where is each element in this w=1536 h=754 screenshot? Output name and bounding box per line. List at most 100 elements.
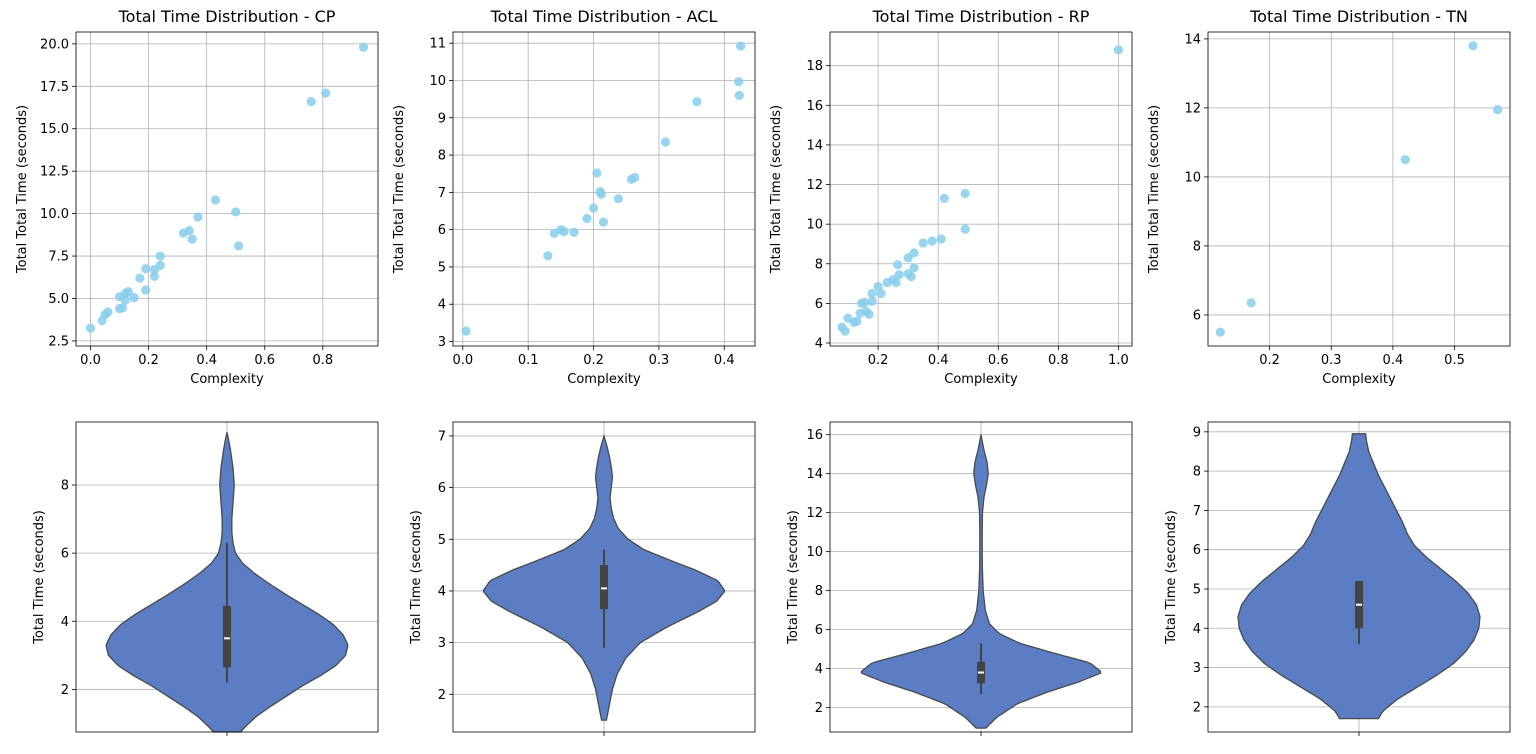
y-tick-label: 6 [61, 547, 69, 562]
scatter-point [85, 323, 96, 333]
violin-iqr-box [223, 605, 231, 668]
y-tick-label: 9 [1193, 425, 1201, 440]
y-tick-label: 20.0 [40, 37, 69, 52]
scatter-point [864, 309, 874, 319]
y-axis-label: Total Time (seconds) [409, 510, 424, 645]
scatter-point [936, 234, 946, 244]
y-tick-label: 6 [1193, 543, 1201, 558]
y-tick-label: 14 [806, 138, 823, 153]
scatter-point [582, 213, 592, 224]
scatter-point [193, 212, 203, 222]
y-tick-label: 5.0 [48, 292, 69, 307]
y-axis-label: Total Time (seconds) [32, 510, 47, 645]
scatter-point [613, 194, 623, 204]
y-tick-label: 4 [438, 298, 446, 313]
scatter-point [660, 137, 671, 147]
scatter-point [960, 188, 970, 199]
y-tick-label: 5 [438, 260, 446, 275]
chart-title: Total Time Distribution - RP [872, 7, 1090, 26]
scatter-point [734, 90, 744, 100]
scatter-point [692, 97, 702, 107]
y-tick-label: 17.5 [40, 80, 69, 95]
x-tick-label: 0.4 [714, 353, 735, 368]
y-tick-label: 2.5 [48, 334, 69, 349]
x-tick-label: 0.2 [583, 353, 604, 368]
y-tick-label: 8 [1193, 239, 1201, 254]
y-tick-label: 2 [815, 701, 823, 716]
y-tick-label: 18 [806, 59, 823, 74]
y-axis-label: Total Time (seconds) [1164, 510, 1179, 645]
scatter-point [129, 293, 139, 303]
y-axis-label: Total Total Time (seconds) [769, 105, 784, 274]
scatter-point [149, 271, 160, 282]
subplot-3: 4 6 8 10 12 14 16 18 0.2 0.4 0.6 0.8 1.0 Complexity To… [769, 7, 1133, 387]
chart-title: Total Time Distribution - TN [1249, 7, 1468, 26]
scatter-point [960, 224, 970, 234]
scatter-point [909, 248, 919, 258]
x-tick-label: 0.0 [80, 353, 101, 368]
scatter-point [1493, 105, 1503, 115]
y-tick-label: 4 [815, 337, 823, 352]
scatter-point [234, 241, 244, 251]
chart-title: Total Time Distribution - CP [118, 7, 336, 26]
scatter-point [906, 272, 916, 282]
y-axis-label: Total Total Time (seconds) [392, 105, 407, 274]
y-tick-label: 10 [806, 545, 823, 560]
scatter-point [1246, 298, 1256, 308]
scatter-point [588, 203, 599, 213]
violin-body [1237, 433, 1481, 720]
y-tick-label: 12 [806, 178, 823, 193]
y-tick-label: 8 [61, 479, 69, 494]
scatter-point [569, 227, 579, 237]
y-tick-label: 10 [806, 218, 823, 233]
scatter-point [893, 260, 903, 270]
subplot-6: 2 3 4 5 6 7 Total Time (seconds) [409, 421, 756, 736]
y-tick-label: 12.5 [40, 165, 69, 180]
x-tick-label: 0.6 [254, 353, 275, 368]
y-tick-label: 6 [438, 481, 446, 496]
y-tick-label: 8 [438, 149, 446, 164]
scatter-point [231, 207, 241, 217]
scatter-point [543, 251, 553, 261]
x-tick-label: 0.1 [518, 353, 539, 368]
y-axis-label: Total Total Time (seconds) [1147, 105, 1162, 274]
y-tick-label: 3 [438, 335, 446, 350]
x-tick-label: 0.5 [1444, 353, 1465, 368]
x-tick-label: 0.0 [452, 353, 473, 368]
scatter-point [598, 217, 608, 227]
scatter-point [1400, 155, 1410, 165]
y-tick-label: 14 [806, 467, 823, 482]
x-tick-label: 0.6 [988, 353, 1009, 368]
y-tick-label: 12 [806, 506, 823, 521]
x-tick-label: 0.2 [1259, 353, 1280, 368]
subplot-8: 2 3 4 5 6 7 8 9 Total Time (seconds) [1164, 421, 1511, 736]
scatter-point [358, 42, 369, 52]
violin-body [860, 434, 1102, 729]
x-tick-label: 0.3 [649, 353, 670, 368]
x-tick-label: 0.8 [312, 353, 333, 368]
scatter-point [1215, 327, 1225, 337]
x-tick-label: 0.3 [1321, 353, 1342, 368]
scatter-point [1468, 41, 1478, 51]
y-tick-label: 7 [438, 186, 446, 201]
y-tick-label: 3 [1193, 661, 1201, 676]
y-tick-label: 6 [815, 297, 823, 312]
axes-frame [829, 31, 1133, 347]
y-tick-label: 7 [438, 429, 446, 444]
y-tick-label: 7.5 [48, 250, 69, 265]
x-tick-label: 0.2 [868, 353, 889, 368]
x-tick-label: 1.0 [1108, 353, 1129, 368]
y-tick-label: 3 [438, 636, 446, 651]
y-tick-label: 6 [815, 623, 823, 638]
y-tick-label: 15.0 [40, 122, 69, 137]
y-tick-label: 12 [1184, 101, 1201, 116]
y-tick-label: 7 [1193, 504, 1201, 519]
y-tick-label: 10.0 [40, 207, 69, 222]
x-tick-label: 0.4 [196, 353, 217, 368]
subplot-2: 3 4 5 6 7 8 9 10 11 0.0 0.1 0.2 0.3 0.4 Complexity Tota… [392, 7, 756, 387]
y-tick-label: 8 [815, 584, 823, 599]
scatter-point [876, 288, 886, 299]
scatter-point [187, 234, 197, 244]
x-tick-label: 0.2 [138, 353, 159, 368]
